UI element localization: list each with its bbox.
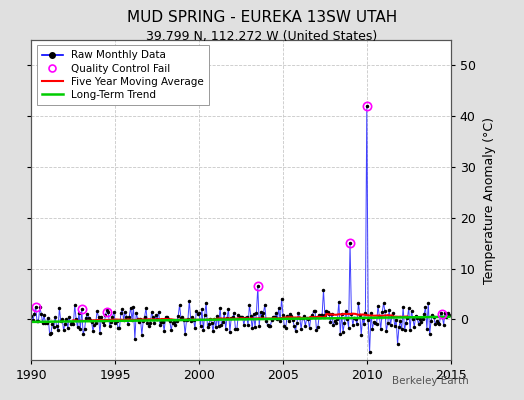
Text: MUD SPRING - EUREKA 13SW UTAH: MUD SPRING - EUREKA 13SW UTAH (127, 10, 397, 25)
Y-axis label: Temperature Anomaly (°C): Temperature Anomaly (°C) (483, 116, 496, 284)
Legend: Raw Monthly Data, Quality Control Fail, Five Year Moving Average, Long-Term Tren: Raw Monthly Data, Quality Control Fail, … (37, 45, 209, 105)
Text: Berkeley Earth: Berkeley Earth (392, 376, 469, 386)
Text: 39.799 N, 112.272 W (United States): 39.799 N, 112.272 W (United States) (146, 30, 378, 43)
